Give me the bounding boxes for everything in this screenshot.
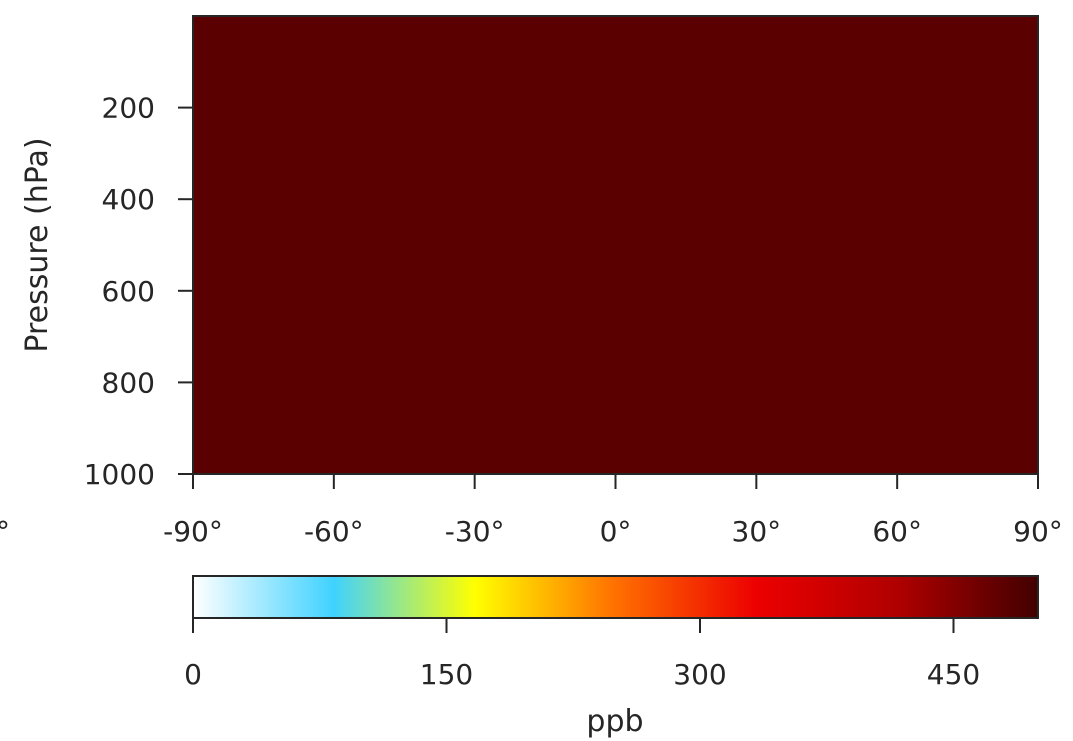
x-tick-label: 30° — [732, 515, 782, 548]
x-tick-label: 90° — [1013, 515, 1063, 548]
colorbar-axis: 0 150 300 450 — [184, 618, 980, 691]
colorbar-tick-label: 300 — [673, 658, 726, 691]
clipped-title-fragment — [455, 0, 840, 6]
y-axis-label: Pressure (hPa) — [20, 137, 55, 352]
y-tick-label: 200 — [102, 92, 155, 125]
x-tick-label: -30° — [445, 515, 505, 548]
y-tick-label: 1000 — [84, 458, 155, 491]
colorbar-tick-label: 0 — [184, 658, 202, 691]
x-tick-label: -90° — [163, 515, 223, 548]
plot-area — [192, 15, 1039, 475]
y-tick-label: 400 — [102, 183, 155, 216]
colorbar — [192, 575, 1039, 619]
y-tick-label: 600 — [102, 275, 155, 308]
colorbar-tick-label: 450 — [927, 658, 980, 691]
x-tick-label: -60° — [304, 515, 364, 548]
clipped-left-tick: ° — [0, 515, 10, 548]
colorbar-label: ppb — [586, 704, 643, 739]
colorbar-tick-label: 150 — [420, 658, 473, 691]
x-tick-label: 0° — [600, 515, 632, 548]
y-tick-label: 800 — [102, 366, 155, 399]
heatmap-field — [193, 16, 1038, 474]
x-tick-label: 60° — [872, 515, 922, 548]
x-axis: -90° -60° -30° 0° 30° 60° 90° — [163, 474, 1063, 548]
colorbar-gradient — [192, 575, 1039, 619]
y-axis: 200 400 600 800 1000 — [84, 92, 193, 491]
